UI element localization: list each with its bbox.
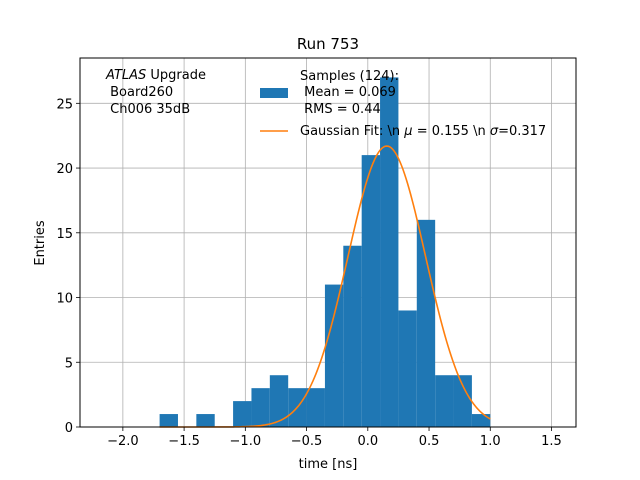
histogram-bar — [233, 401, 252, 427]
x-tick-label: −1.0 — [230, 434, 262, 449]
x-axis-label: time [ns] — [299, 457, 358, 472]
annotation-line-2: Board260 — [106, 85, 173, 100]
atlas-annotation: ATLAS Upgrade Board260 Ch006 35dB — [105, 68, 206, 117]
histogram-bar — [251, 388, 270, 427]
histogram-bars — [159, 77, 491, 427]
y-tick-label: 10 — [56, 292, 73, 307]
histogram-bar — [343, 245, 362, 427]
histogram-bar — [471, 414, 491, 427]
legend-histogram-line-3: RMS = 0.44 — [300, 102, 381, 117]
x-tick-label: 0.5 — [419, 434, 440, 449]
histogram-bar — [453, 375, 472, 427]
x-tick-label: −1.5 — [168, 434, 200, 449]
histogram-bar — [196, 414, 215, 427]
x-tick-label: 0.0 — [357, 434, 378, 449]
y-tick-label: 0 — [65, 421, 73, 436]
histogram-bar — [159, 414, 178, 427]
x-tick-label: −2.0 — [107, 434, 139, 449]
histogram-bar — [380, 77, 399, 427]
annotation-line-3: Ch006 35dB — [106, 102, 190, 117]
legend-histogram-line-2: Mean = 0.069 — [300, 85, 396, 100]
x-tick-label: 1.5 — [541, 434, 562, 449]
histogram-bar — [269, 375, 289, 427]
legend-histogram-swatch — [260, 88, 288, 98]
y-tick-label: 5 — [65, 356, 73, 371]
histogram-bar — [306, 388, 325, 427]
histogram-bar — [361, 155, 381, 427]
plot-frame — [79, 57, 577, 428]
axis-ticks: −2.0 −1.5 −1.0 −0.5 0.0 0.5 1.0 1.5 0 5 10 15 20 25 — [56, 97, 561, 449]
histogram-bar — [435, 375, 454, 427]
x-tick-label: −0.5 — [291, 434, 323, 449]
histogram-bar — [398, 310, 417, 427]
annotation-atlas: ATLAS — [105, 68, 146, 83]
chart-title: Run 753 — [297, 35, 359, 53]
legend: Samples (124): Mean = 0.069 RMS = 0.44 G… — [260, 69, 546, 139]
y-tick-label: 25 — [56, 97, 73, 112]
y-tick-label: 15 — [56, 227, 73, 242]
histogram-bar — [416, 219, 436, 427]
x-tick-label: 1.0 — [480, 434, 501, 449]
annotation-line-1: ATLAS Upgrade — [105, 68, 206, 83]
y-axis-label: Entries — [33, 220, 48, 266]
legend-histogram-line-1: Samples (124): — [300, 69, 399, 84]
histogram-bar — [324, 284, 344, 427]
y-tick-label: 20 — [56, 162, 73, 177]
annotation-upgrade: Upgrade — [146, 68, 206, 83]
legend-fit-label: Gaussian Fit: \n μ = 0.155 \n σ=0.317 — [300, 124, 546, 139]
